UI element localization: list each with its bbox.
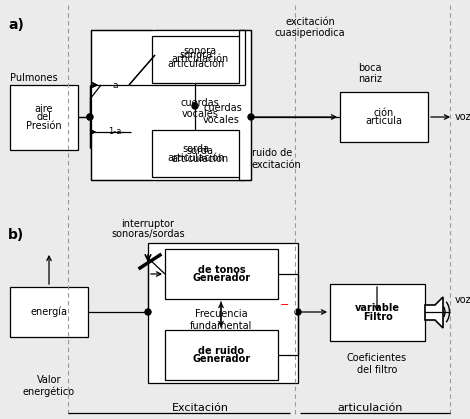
Text: Frecuencia: Frecuencia [195, 309, 247, 319]
Text: articulación: articulación [167, 59, 224, 69]
Bar [10, 85, 78, 150]
Text: cuerdas: cuerdas [203, 103, 242, 113]
Circle shape [87, 114, 93, 120]
Bar [340, 92, 428, 142]
Text: a: a [112, 80, 118, 90]
Text: sonoras/sordas: sonoras/sordas [111, 229, 185, 239]
Text: articulación: articulación [172, 54, 228, 64]
Circle shape [248, 114, 254, 120]
Text: variable: variable [355, 303, 400, 313]
Polygon shape [425, 297, 443, 328]
Text: cuasiperiodica: cuasiperiodica [274, 28, 345, 38]
Text: −: − [280, 300, 290, 310]
Text: aire: aire [35, 104, 53, 114]
Text: cuerdas: cuerdas [180, 98, 219, 108]
Text: energético: energético [23, 387, 75, 397]
Text: interruptor: interruptor [122, 219, 174, 229]
Bar [148, 243, 298, 383]
Text: excitación: excitación [285, 17, 335, 27]
Text: Generador: Generador [192, 273, 251, 283]
Circle shape [145, 309, 151, 315]
Text: ruido de: ruido de [252, 148, 292, 158]
Text: Generador: Generador [192, 354, 251, 364]
Bar [152, 36, 239, 83]
Text: de ruido: de ruido [198, 346, 244, 356]
Text: Filtro: Filtro [363, 312, 392, 322]
Text: voz: voz [455, 295, 470, 305]
Text: de tonos: de tonos [198, 265, 245, 275]
Text: Presión: Presión [26, 121, 62, 131]
Text: voz: voz [455, 112, 470, 122]
Text: vocales: vocales [203, 115, 240, 125]
Text: sonora: sonora [179, 50, 212, 60]
Text: b): b) [8, 228, 24, 242]
Text: del: del [37, 112, 51, 122]
Bar [91, 30, 251, 180]
Text: boca: boca [358, 63, 382, 73]
Text: sonora: sonora [183, 46, 217, 56]
Text: Pulmones: Pulmones [10, 73, 58, 83]
Text: fundamental: fundamental [190, 321, 252, 331]
Text: sorda: sorda [182, 144, 209, 154]
Text: del filtro: del filtro [357, 365, 397, 375]
Bar [10, 287, 88, 337]
Text: energía: energía [31, 307, 68, 317]
Bar [155, 30, 245, 80]
Text: sorda: sorda [187, 146, 213, 156]
Text: articula: articula [366, 116, 402, 126]
Text: Excitación: Excitación [172, 403, 228, 413]
Bar [165, 249, 278, 299]
Text: excitación: excitación [252, 160, 302, 170]
Bar [155, 130, 245, 180]
Text: articulación: articulación [172, 154, 228, 164]
Circle shape [192, 103, 198, 109]
Text: ción: ción [374, 108, 394, 118]
Bar [330, 284, 425, 341]
Bar [165, 330, 278, 380]
Text: nariz: nariz [358, 74, 382, 84]
Text: articulación: articulación [337, 403, 403, 413]
Circle shape [87, 114, 93, 120]
Text: articulación: articulación [167, 153, 224, 163]
Text: a): a) [8, 18, 24, 32]
Text: Valor: Valor [37, 375, 61, 385]
Circle shape [295, 309, 301, 315]
Bar [152, 130, 239, 177]
Text: vocales: vocales [181, 109, 219, 119]
Text: 1-a: 1-a [108, 127, 122, 137]
Text: Coeficientes: Coeficientes [347, 353, 407, 363]
